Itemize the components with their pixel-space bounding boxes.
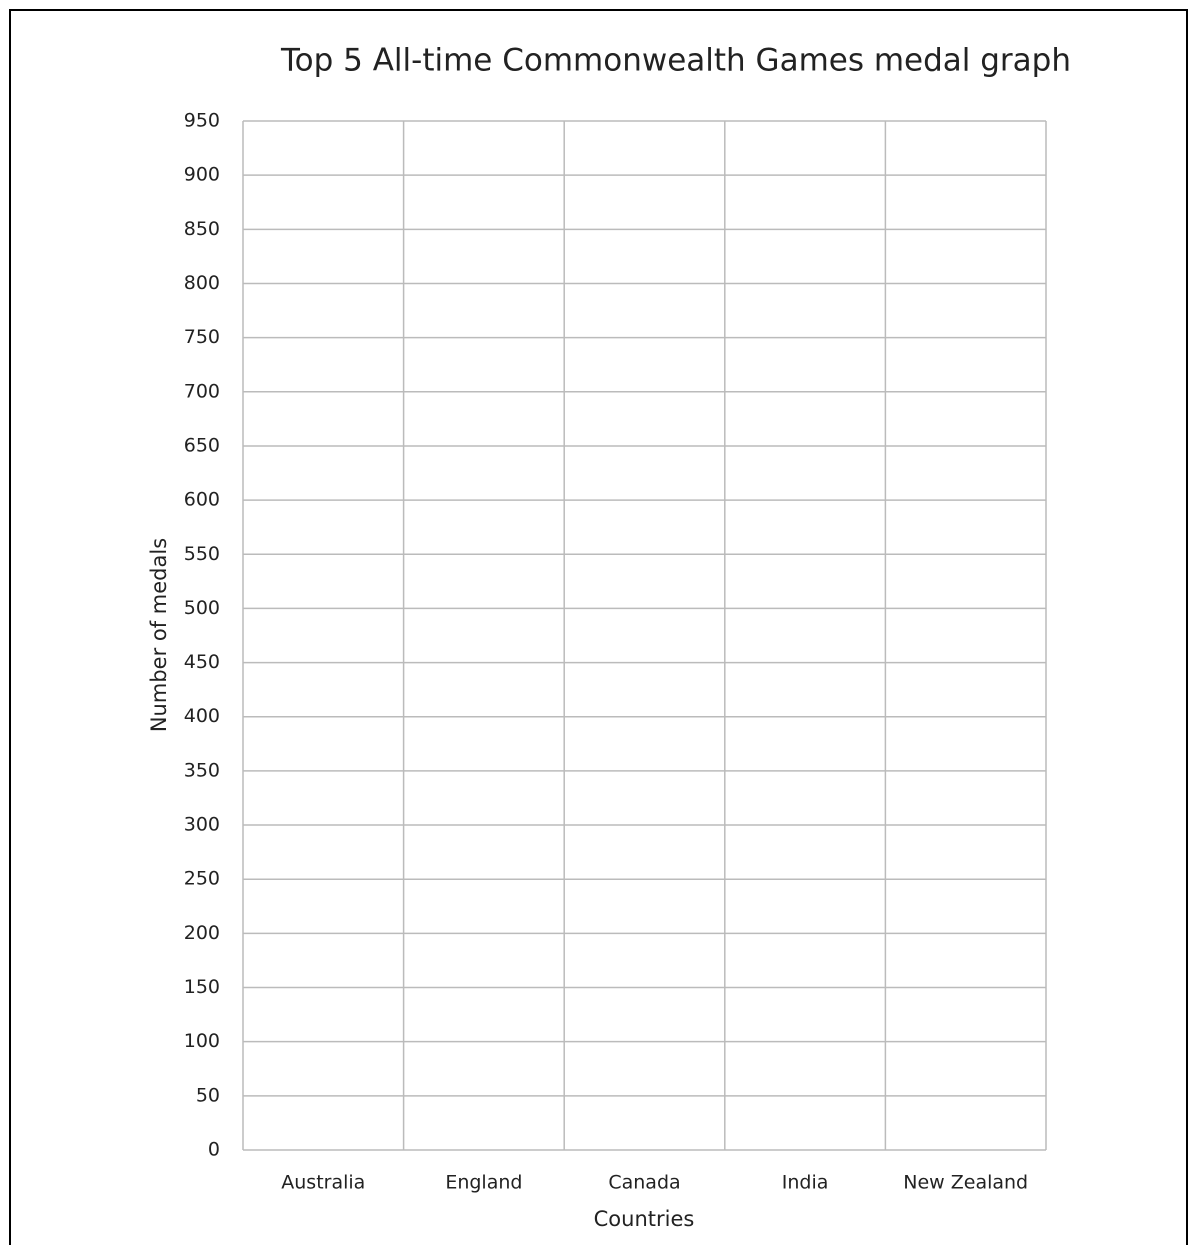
y-tick-label: 100	[184, 1030, 220, 1052]
y-tick-label: 250	[184, 868, 220, 890]
y-tick-label: 950	[184, 110, 220, 132]
y-tick-label: 200	[184, 922, 220, 944]
y-axis-title: Number of medals	[147, 538, 171, 732]
y-tick-label: 600	[184, 489, 220, 511]
y-tick-label: 850	[184, 218, 220, 240]
y-tick-label: 50	[196, 1084, 220, 1106]
y-tick-label: 300	[184, 814, 220, 836]
x-tick-label: New Zealand	[903, 1172, 1028, 1194]
y-tick-label: 450	[184, 651, 220, 673]
y-tick-label: 900	[184, 164, 220, 186]
x-tick-label: Canada	[608, 1172, 680, 1194]
y-tick-label: 650	[184, 434, 220, 456]
x-tick-label: England	[445, 1172, 522, 1194]
y-tick-label: 400	[184, 705, 220, 727]
y-tick-label: 0	[208, 1139, 220, 1161]
y-tick-label: 800	[184, 272, 220, 294]
x-tick-label: Australia	[281, 1172, 365, 1194]
chart-title: Top 5 All-time Commonwealth Games medal …	[280, 43, 1071, 79]
x-tick-label: India	[782, 1172, 829, 1194]
y-tick-label: 350	[184, 759, 220, 781]
y-tick-label: 700	[184, 380, 220, 402]
x-axis-title: Countries	[594, 1207, 695, 1231]
y-tick-label: 750	[184, 326, 220, 348]
y-tick-label: 150	[184, 976, 220, 998]
y-tick-label: 500	[184, 597, 220, 619]
frame	[9, 9, 1188, 1245]
y-tick-label: 550	[184, 543, 220, 565]
